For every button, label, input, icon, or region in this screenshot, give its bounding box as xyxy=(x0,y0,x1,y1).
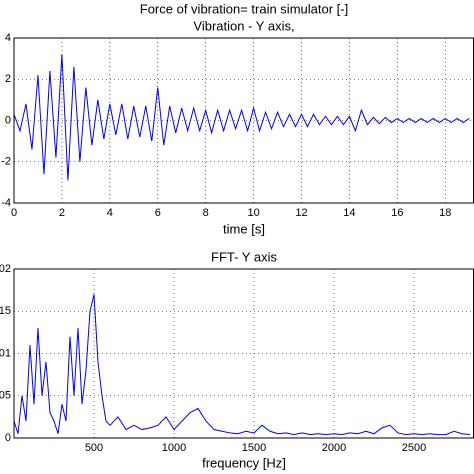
chart-subtitle: Vibration - Y axis, xyxy=(193,18,294,33)
y-tick-label: 4 xyxy=(5,32,11,44)
y-tick-label: 0.005 xyxy=(0,390,11,402)
x-tick-label: 2 xyxy=(59,207,65,219)
x-tick-label: 16 xyxy=(391,207,403,219)
x-tick-label: 8 xyxy=(203,207,209,219)
x-axis-label: time [s] xyxy=(223,221,265,236)
x-tick-label: 1000 xyxy=(162,442,186,454)
y-tick-label: 2 xyxy=(5,73,11,85)
signal-line xyxy=(13,294,471,436)
y-tick-label: 0.02 xyxy=(0,263,11,275)
y-tick-label: 0.015 xyxy=(0,305,11,317)
x-tick-label: 2500 xyxy=(402,442,426,454)
x-tick-label: 0 xyxy=(11,207,17,219)
chart-title: FFT- Y axis xyxy=(211,249,277,264)
x-tick-label: 1500 xyxy=(242,442,266,454)
signal-line xyxy=(13,54,470,181)
x-tick-label: 10 xyxy=(247,207,259,219)
y-tick-label: 0.01 xyxy=(0,347,11,359)
x-tick-label: 14 xyxy=(343,207,355,219)
y-tick-label: -4 xyxy=(1,197,11,209)
chart-title: Force of vibration= train simulator [-] xyxy=(140,1,348,16)
y-tick-label: 0 xyxy=(5,432,11,444)
x-tick-label: 500 xyxy=(85,442,103,454)
x-axis-label: frequency [Hz] xyxy=(202,455,286,470)
y-tick-label: -2 xyxy=(1,156,11,168)
x-tick-label: 2000 xyxy=(322,442,346,454)
x-tick-label: 12 xyxy=(295,207,307,219)
x-tick-label: 18 xyxy=(439,207,451,219)
y-tick-label: 0 xyxy=(5,114,11,126)
x-tick-label: 6 xyxy=(155,207,161,219)
x-tick-label: 4 xyxy=(107,207,113,219)
